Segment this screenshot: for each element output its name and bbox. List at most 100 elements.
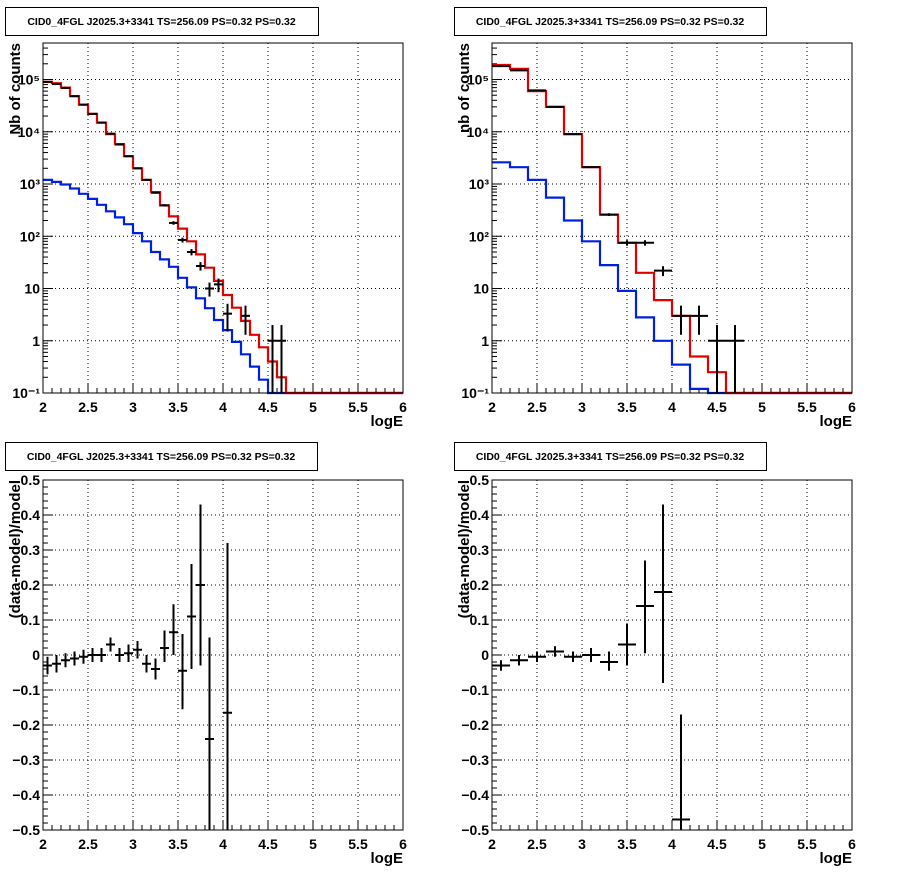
data-point: [142, 655, 151, 673]
y-axis-title: (data-model)/model: [456, 480, 473, 618]
data-point: [492, 660, 510, 671]
x-tick-label: 3: [578, 836, 586, 852]
data-point: [618, 240, 636, 246]
y-tick-label: 0.3: [470, 542, 490, 558]
title-box: [454, 7, 767, 36]
x-tick-label: 2.5: [527, 399, 547, 415]
data-point: [187, 564, 196, 669]
pad-counts-left: 2 2.5 3 3.5 4 4.5 5 5.5 6 10⁻¹ 1 10 10² 10³ 10⁴ 10⁵ logE…: [5, 7, 407, 430]
y-tick-label: −0.1: [12, 682, 40, 698]
plot-area: [492, 504, 690, 830]
data-point: [528, 651, 546, 662]
data-point: [160, 630, 169, 662]
data-point: [43, 656, 52, 675]
y-tick-label: −0.3: [12, 752, 40, 768]
x-tick-label: 4: [668, 399, 676, 415]
data-point: [277, 325, 286, 393]
tick-marks: [42, 479, 404, 831]
x-tick-label: 3.5: [168, 836, 188, 852]
y-axis-title: Nb of counts: [7, 43, 24, 135]
y-axis-title: nb of counts: [456, 43, 473, 133]
data-point: [672, 305, 690, 335]
y-tick-label: 10²: [20, 228, 41, 244]
x-tick-label: 5: [309, 399, 317, 415]
data-point: [124, 155, 133, 158]
x-tick-label: 2.5: [78, 836, 98, 852]
data-point: [169, 221, 178, 225]
chart-title: CID0_4FGL J2025.3+3341 TS=256.09 PS=0.32…: [27, 16, 295, 28]
x-tick-label: 6: [399, 399, 407, 415]
series-total-line: [43, 80, 403, 395]
y-tick-label: −0.3: [461, 752, 489, 768]
data-point: [196, 504, 205, 666]
y-tick-label: 0.5: [21, 472, 41, 488]
data-point: [582, 166, 600, 169]
x-tick-label: 5: [309, 836, 317, 852]
series-data-points: [492, 504, 690, 830]
y-tick-label: 0.1: [470, 612, 490, 628]
data-point: [708, 325, 726, 393]
title-box: [5, 7, 319, 36]
data-point: [88, 648, 97, 662]
y-tick-label: 10²: [469, 228, 490, 244]
x-tick-label: 4.5: [707, 836, 727, 852]
series-data-points: [43, 80, 286, 393]
y-tick-label: 0: [32, 647, 40, 663]
data-point: [160, 204, 169, 207]
x-tick-label: 6: [848, 836, 856, 852]
data-point: [636, 240, 654, 246]
data-point: [268, 325, 277, 393]
data-point: [205, 282, 214, 297]
data-point: [178, 237, 187, 243]
data-point: [187, 249, 196, 256]
y-tick-label: 10⁴: [467, 124, 490, 140]
chart-title: CID0_4FGL J2025.3+3341 TS=256.09 PS=0.32…: [476, 16, 744, 28]
grid: [43, 43, 403, 393]
y-tick-label: −0.4: [461, 787, 489, 803]
data-point: [223, 303, 232, 332]
x-tick-label: 3: [129, 836, 137, 852]
y-tick-label: 0.4: [21, 507, 41, 523]
data-point: [124, 644, 133, 662]
data-point: [196, 262, 205, 271]
data-point: [178, 634, 187, 710]
title-box: [454, 442, 767, 471]
plot-area: [43, 80, 403, 395]
x-tick-label: 4: [219, 399, 227, 415]
data-point: [600, 651, 618, 671]
data-point: [115, 143, 124, 146]
pad-residual-right: 2 2.5 3 3.5 4 4.5 5 5.5 6 −0.5 −0.4 −0.3 −0.2 −0.1 0 0.…: [454, 442, 856, 867]
grid: [43, 480, 403, 830]
x-tick-label: 5: [758, 399, 766, 415]
y-tick-label: 10⁴: [18, 124, 41, 140]
x-tick-label: 3: [129, 399, 137, 415]
data-point: [690, 305, 708, 335]
plot-frame: [42, 479, 404, 831]
x-tick-label: 4.5: [258, 836, 278, 852]
y-tick-label: 0: [481, 647, 489, 663]
y-tick-label: 0.5: [470, 472, 490, 488]
x-tick-label: 3.5: [168, 399, 188, 415]
grid: [492, 480, 852, 830]
y-tick-label: −0.2: [461, 717, 489, 733]
data-point: [223, 543, 232, 830]
data-point: [70, 651, 79, 666]
data-point: [214, 278, 223, 293]
x-tick-label: 3.5: [617, 399, 637, 415]
data-point: [636, 560, 654, 654]
data-point: [115, 648, 124, 662]
data-point: [510, 655, 528, 666]
plot-area: [43, 504, 232, 830]
y-tick-label: −0.2: [12, 717, 40, 733]
data-point: [106, 637, 115, 652]
x-tick-label: 2: [488, 399, 496, 415]
plot-area: [492, 63, 852, 395]
y-axis-title: (data-model)/model: [7, 480, 24, 618]
chart-title: CID0_4FGL J2025.3+3341 TS=256.09 PS=0.32…: [27, 451, 295, 463]
data-point: [133, 641, 142, 659]
pad-residual-left: 2 2.5 3 3.5 4 4.5 5 5.5 6 −0.5 −0.4 −0.3 −0.2 −0.1 0 0.…: [5, 442, 407, 867]
y-tick-label: 10⁻¹: [12, 385, 40, 401]
y-tick-label: 10: [473, 281, 489, 297]
y-tick-label: 10: [24, 281, 40, 297]
